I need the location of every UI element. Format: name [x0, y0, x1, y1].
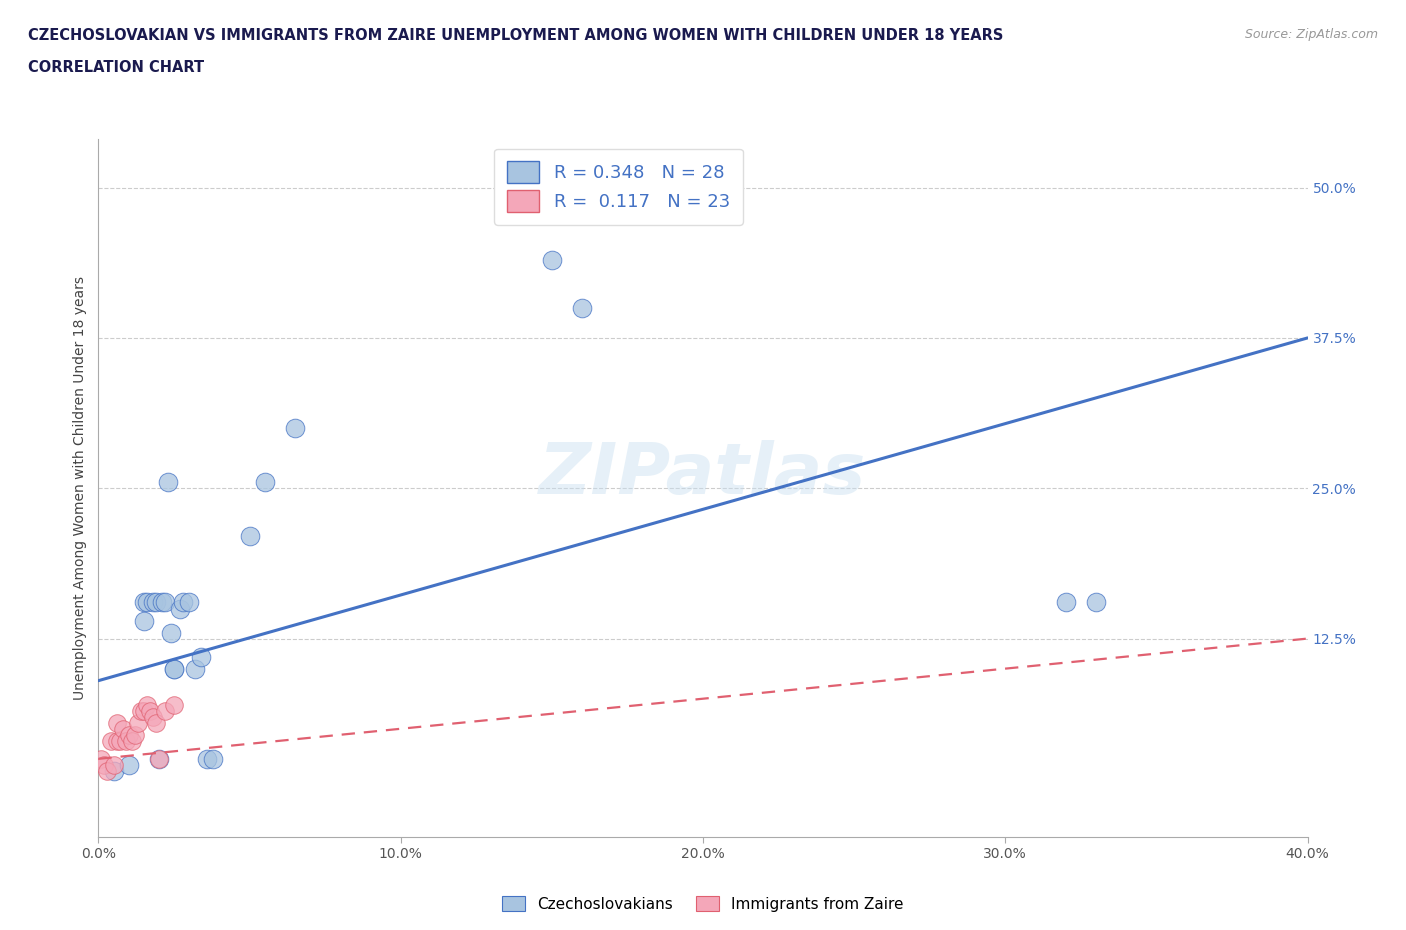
Point [148, 751, 170, 766]
Point [1054, 595, 1077, 610]
Point [190, 649, 212, 664]
Point [253, 475, 276, 490]
Point [145, 715, 167, 730]
Text: CZECHOSLOVAKIAN VS IMMIGRANTS FROM ZAIRE UNEMPLOYMENT AMONG WOMEN WITH CHILDREN : CZECHOSLOVAKIAN VS IMMIGRANTS FROM ZAIRE… [28, 28, 1004, 43]
Point [148, 751, 170, 766]
Text: ZIPatlas: ZIPatlas [540, 440, 866, 509]
Point [153, 595, 176, 610]
Point [156, 475, 179, 490]
Point [172, 595, 194, 610]
Point [111, 722, 134, 737]
Point [96, 764, 118, 778]
Point [163, 698, 186, 712]
Point [90, 751, 112, 766]
Point [132, 613, 155, 628]
Legend: R = 0.348   N = 28, R =  0.117   N = 23: R = 0.348 N = 28, R = 0.117 N = 23 [494, 149, 742, 225]
Point [163, 661, 186, 676]
Point [160, 625, 183, 640]
Point [142, 710, 165, 724]
Point [195, 751, 218, 766]
Point [163, 661, 186, 676]
Point [202, 751, 225, 766]
Point [129, 703, 152, 718]
Point [150, 595, 173, 610]
Point [135, 698, 157, 712]
Point [1085, 595, 1108, 610]
Point [118, 757, 141, 772]
Point [105, 734, 128, 749]
Point [124, 727, 146, 742]
Text: CORRELATION CHART: CORRELATION CHART [28, 60, 204, 75]
Text: Source: ZipAtlas.com: Source: ZipAtlas.com [1244, 28, 1378, 41]
Point [540, 252, 562, 267]
Point [127, 715, 149, 730]
Y-axis label: Unemployment Among Women with Children Under 18 years: Unemployment Among Women with Children U… [73, 276, 87, 700]
Point [142, 595, 165, 610]
Point [145, 595, 167, 610]
Point [132, 595, 155, 610]
Point [132, 703, 155, 718]
Point [108, 734, 131, 749]
Point [114, 734, 136, 749]
Point [184, 661, 207, 676]
Point [118, 727, 141, 742]
Point [169, 601, 191, 616]
Point [153, 703, 176, 718]
Point [135, 595, 157, 610]
Legend: Czechoslovakians, Immigrants from Zaire: Czechoslovakians, Immigrants from Zaire [496, 889, 910, 918]
Point [105, 715, 128, 730]
Point [239, 529, 262, 544]
Point [284, 420, 307, 435]
Point [93, 757, 115, 772]
Point [100, 734, 122, 749]
Point [103, 764, 125, 778]
Point [139, 703, 162, 718]
Point [179, 595, 201, 610]
Point [571, 300, 593, 315]
Point [103, 757, 125, 772]
Point [121, 734, 143, 749]
